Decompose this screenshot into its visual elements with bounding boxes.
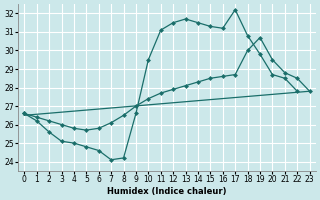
X-axis label: Humidex (Indice chaleur): Humidex (Indice chaleur) — [107, 187, 227, 196]
